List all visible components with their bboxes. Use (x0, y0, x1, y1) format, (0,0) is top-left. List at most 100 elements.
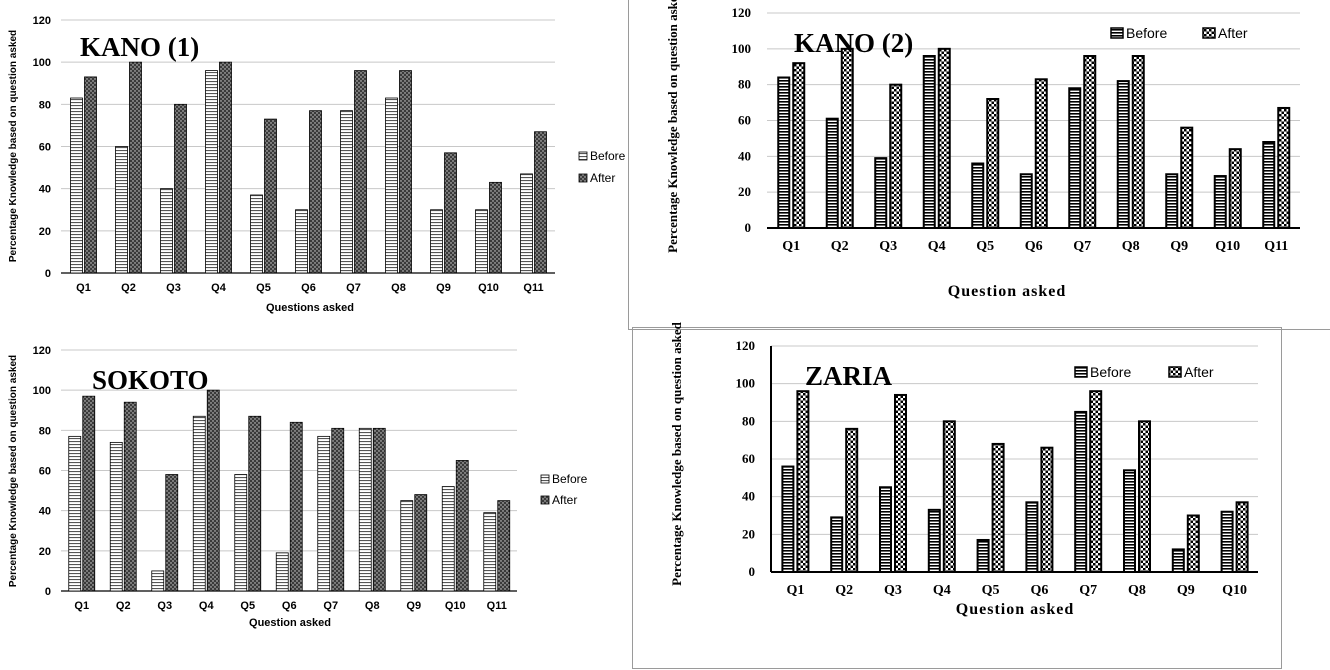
bar-before-q6 (1019, 173, 1033, 229)
bar-before-q3 (874, 157, 888, 229)
bar-before-q1 (781, 465, 795, 574)
y-tick-label: 120 (732, 5, 752, 20)
x-tick-label: Q9 (436, 282, 451, 294)
bar-after-q3 (894, 393, 907, 574)
bar-before-q3 (151, 570, 165, 592)
x-tick-label: Q10 (1215, 239, 1240, 254)
y-tick-label: 80 (742, 413, 755, 428)
bar-after-q5 (248, 415, 262, 592)
bar-before-q5 (976, 538, 990, 574)
chart-kano-2: 0 20 40 60 80 100 120 Q1 Q2 Q3 Q4 Q5 Q6 Q7 Q8 Q9 Q10 Q11 … (628, 0, 1330, 330)
bar-before-q4 (927, 508, 941, 574)
x-tick-label: Q1 (76, 282, 91, 294)
legend-swatch-after (1202, 27, 1216, 39)
legend-label-after: After (552, 493, 577, 507)
y-axis-title: Percentage Knowledge based on question a… (669, 321, 684, 586)
bar-before-q10 (441, 486, 455, 592)
chart-title: SOKOTO (92, 365, 209, 395)
bar-after-q4 (206, 389, 220, 592)
chart-title: ZARIA (805, 361, 893, 391)
bar-after-q9 (1180, 126, 1194, 230)
legend-label-before: Before (1090, 364, 1131, 380)
y-tick-label: 20 (742, 526, 755, 541)
bar-after-q9 (414, 494, 428, 592)
bar-after-q10 (1228, 148, 1242, 230)
legend-label-before: Before (1126, 25, 1167, 41)
legend-swatch-before (1074, 366, 1088, 378)
bar-before-q7 (1074, 410, 1088, 573)
y-axis-title: Percentage Knowledge based on question a… (8, 355, 19, 587)
bar-before-q4 (922, 55, 936, 229)
x-tick-label: Q2 (116, 600, 131, 612)
y-tick-label: 0 (745, 220, 752, 235)
bar-after-q2 (840, 47, 854, 230)
x-tick-label: Q9 (1170, 239, 1188, 254)
x-tick-label: Q7 (1073, 239, 1091, 254)
y-tick-label: 40 (39, 506, 51, 518)
bar-before-q11 (520, 173, 533, 274)
legend: Before After (578, 149, 626, 185)
bar-before-q11 (1262, 141, 1276, 229)
bar-before-q8 (1123, 469, 1136, 573)
y-axis-title: Percentage Knowledge based on question a… (8, 30, 19, 262)
x-tick-label: Q8 (391, 282, 406, 294)
bar-before-q11 (483, 512, 497, 592)
bar-after-q7 (331, 427, 345, 592)
bar-before-q4 (205, 70, 218, 274)
bar-before-q9 (1171, 548, 1185, 573)
bar-before-q2 (830, 516, 844, 573)
legend-swatch-before (578, 151, 588, 161)
bar-after-q9 (444, 152, 457, 274)
y-tick-label: 80 (39, 425, 51, 437)
bar-after-q10 (489, 181, 502, 274)
bar-after-q11 (534, 131, 547, 274)
legend-swatch-before (540, 474, 550, 484)
y-tick-label: 20 (39, 546, 51, 558)
bar-before-q10 (1213, 175, 1227, 230)
chart-zaria-svg: 0 20 40 60 80 100 120 Q1 Q2 Q3 Q4 Q5 Q6 Q7 Q8 Q9 Q10 ZAR… (669, 321, 1258, 618)
x-tick-label: Q6 (282, 600, 297, 612)
bar-before-q4 (192, 415, 206, 592)
bar-before-q5 (234, 474, 248, 592)
bar-before-q6 (1025, 501, 1039, 573)
bar-after-q6 (289, 421, 303, 592)
bar-before-q3 (879, 486, 892, 573)
y-tick-label: 40 (738, 148, 751, 163)
chart-zaria: 0 20 40 60 80 100 120 Q1 Q2 Q3 Q4 Q5 Q6 Q7 Q8 Q9 Q10 ZAR… (632, 321, 1282, 669)
legend-label-after: After (1218, 25, 1248, 41)
x-tick-label: Q9 (406, 600, 421, 612)
y-tick-label: 120 (33, 345, 51, 357)
x-axis-title: Question asked (956, 601, 1074, 618)
bar-before-q1 (68, 435, 82, 592)
y-tick-label: 100 (732, 41, 752, 56)
y-tick-label: 0 (45, 586, 51, 598)
y-tick-label: 60 (742, 451, 755, 466)
x-tick-label: Q5 (256, 282, 271, 294)
legend-label-before: Before (552, 472, 588, 486)
bar-before-q5 (971, 162, 985, 229)
x-axis-title: Questions asked (266, 302, 354, 314)
x-tick-label: Q2 (835, 583, 853, 598)
x-axis-title: Question asked (948, 283, 1066, 300)
bar-after-q10 (1235, 501, 1249, 573)
x-tick-label: Q8 (1128, 583, 1146, 598)
bar-after-q4 (942, 420, 956, 574)
bar-after-q2 (845, 427, 859, 573)
x-tick-label: Q4 (928, 239, 946, 254)
x-tick-label: Q1 (786, 583, 804, 598)
bar-after-q6 (1040, 446, 1054, 573)
bar-before-q1 (70, 97, 83, 274)
bar-after-q3 (889, 83, 903, 229)
bar-before-q10 (475, 209, 488, 274)
x-tick-label: Q7 (323, 600, 338, 612)
bar-before-q6 (275, 552, 289, 592)
legend: Before After (1110, 25, 1248, 41)
y-tick-label: 40 (742, 489, 755, 504)
bar-after-q1 (82, 395, 96, 592)
bar-after-q11 (497, 500, 511, 592)
x-tick-label: Q10 (478, 282, 499, 294)
legend: Before After (1074, 364, 1214, 380)
x-tick-label: Q3 (879, 239, 897, 254)
